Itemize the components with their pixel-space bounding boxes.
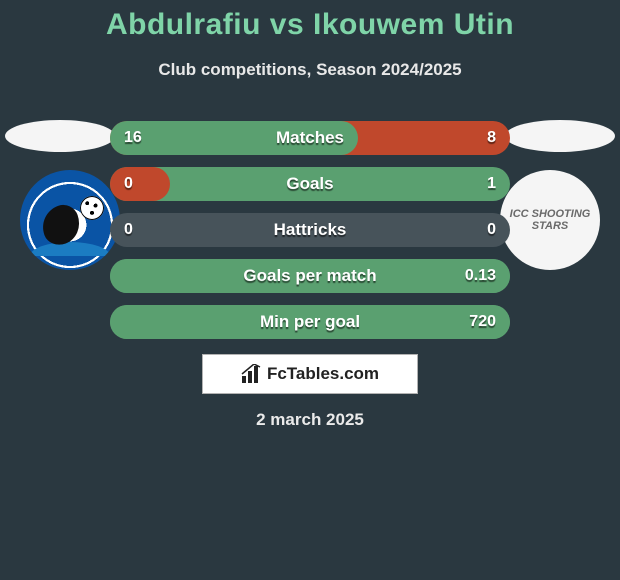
stat-bar-fg bbox=[110, 305, 510, 339]
club-logo-right-text: ICC SHOOTING STARS bbox=[504, 208, 596, 232]
soccer-ball-icon bbox=[80, 196, 104, 220]
stat-row: Goals per match0.13 bbox=[110, 259, 510, 293]
comparison-header: Abdulrafiu vs Ikouwem Utin Club competit… bbox=[0, 0, 620, 80]
stat-bar-fg bbox=[110, 121, 358, 155]
stat-row: Min per goal720 bbox=[110, 305, 510, 339]
country-flag-left bbox=[5, 120, 115, 152]
stat-bar-bg bbox=[110, 213, 510, 247]
page-title: Abdulrafiu vs Ikouwem Utin bbox=[0, 8, 620, 42]
branding-badge: FcTables.com bbox=[202, 354, 418, 394]
vs-label: vs bbox=[270, 8, 304, 41]
stat-bar-fg bbox=[110, 167, 170, 201]
stat-row: Matches168 bbox=[110, 121, 510, 155]
club-logo-left bbox=[20, 170, 120, 270]
club-logo-right: ICC SHOOTING STARS bbox=[500, 170, 600, 270]
stat-bar-fg bbox=[110, 259, 510, 293]
logo-wave-shape bbox=[30, 242, 110, 256]
player2-name: Ikouwem Utin bbox=[313, 8, 514, 41]
comparison-date: 2 march 2025 bbox=[0, 410, 620, 430]
stat-row: Hattricks00 bbox=[110, 213, 510, 247]
stats-bars: Matches168 Goals01 Hattricks00 Goals per ma… bbox=[110, 121, 510, 351]
bar-chart-icon bbox=[241, 364, 263, 384]
subtitle: Club competitions, Season 2024/2025 bbox=[0, 60, 620, 80]
country-flag-right bbox=[505, 120, 615, 152]
stat-bar-bg bbox=[110, 167, 510, 201]
player1-name: Abdulrafiu bbox=[106, 8, 261, 41]
stat-row: Goals01 bbox=[110, 167, 510, 201]
branding-text: FcTables.com bbox=[267, 364, 379, 384]
